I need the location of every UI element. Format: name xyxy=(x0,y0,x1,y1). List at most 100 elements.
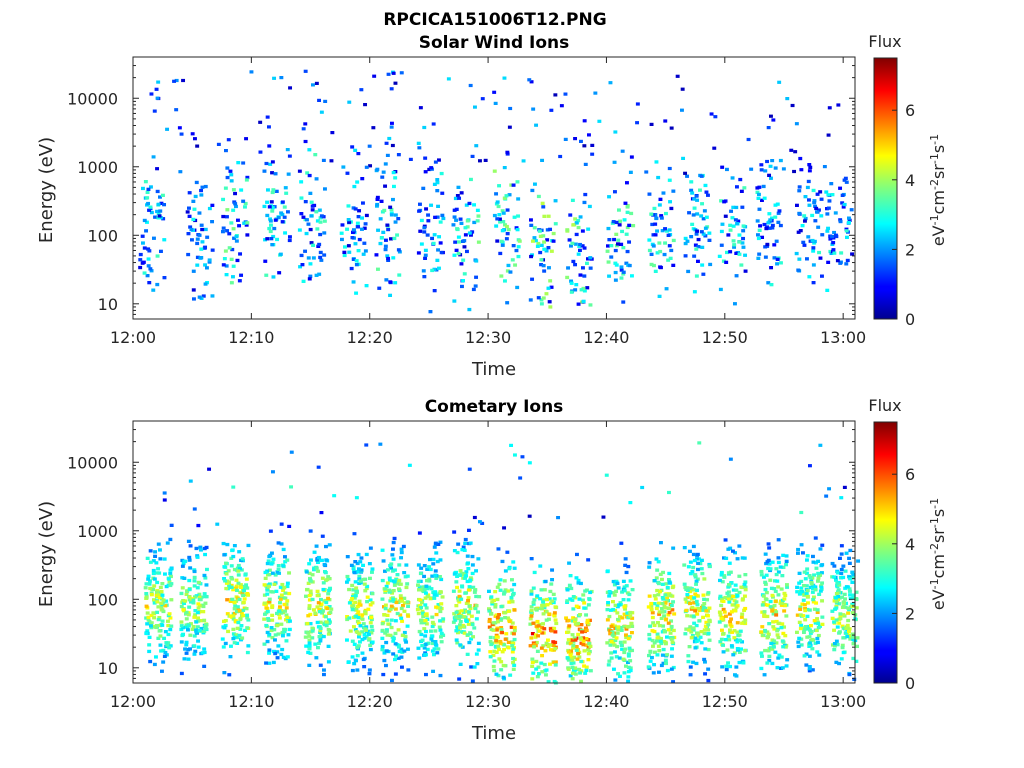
spectrogram-cell xyxy=(237,550,242,554)
spectrogram-cell xyxy=(493,644,498,648)
spectrogram-cell xyxy=(235,588,239,592)
spectrogram-cell xyxy=(308,589,313,593)
spectrogram-cell xyxy=(684,627,689,631)
spectrogram-cell xyxy=(746,137,751,142)
spectrogram-cell xyxy=(812,619,817,623)
spectrogram-cell xyxy=(802,570,807,574)
spectrogram-cell xyxy=(496,620,500,624)
spectrogram-cell xyxy=(707,562,712,567)
spectrogram-cell xyxy=(812,573,817,577)
spectrogram-cell xyxy=(199,256,204,260)
spectrogram-cell xyxy=(580,630,585,634)
spectrogram-cell xyxy=(223,623,228,628)
spectrogram-cell xyxy=(390,143,395,148)
spectrogram-cell xyxy=(267,648,272,652)
spectrogram-cell xyxy=(542,214,547,218)
spectrogram-cell xyxy=(279,652,284,657)
spectrogram-cell xyxy=(423,256,428,260)
spectrogram-cell xyxy=(621,657,626,661)
spectrogram-cell xyxy=(784,614,789,618)
spectrogram-cell xyxy=(583,671,588,675)
spectrogram-cell xyxy=(463,576,468,580)
spectrogram-cell xyxy=(189,622,193,626)
spectrogram-cell xyxy=(314,81,319,85)
spectrogram-cell xyxy=(825,288,830,292)
spectrogram-cell xyxy=(834,596,838,600)
spectrogram-cell xyxy=(836,588,841,592)
spectrogram-cell xyxy=(619,265,624,269)
spectrogram-cell xyxy=(314,566,319,570)
spectrogram-cell xyxy=(741,229,746,233)
spectrogram-cell xyxy=(757,185,762,189)
spectrogram-cell xyxy=(814,628,819,633)
spectrogram-cell xyxy=(195,625,200,629)
spectrogram-cell xyxy=(153,550,158,554)
spectrogram-cell xyxy=(584,668,589,672)
spectrogram-cell xyxy=(432,593,437,597)
spectrogram-cell xyxy=(507,600,512,604)
spectrogram-cell xyxy=(671,628,676,633)
spectrogram-cell xyxy=(694,661,699,666)
spectrogram-cell xyxy=(431,641,435,646)
spectrogram-cell xyxy=(432,267,437,271)
spectrogram-cell xyxy=(726,597,731,601)
spectrogram-cell xyxy=(369,615,374,620)
spectrogram-cell xyxy=(347,587,352,592)
spectrogram-cell xyxy=(233,619,238,623)
spectrogram-cell xyxy=(764,573,769,577)
spectrogram-cell xyxy=(470,154,475,158)
spectrogram-cell xyxy=(535,649,540,653)
spectrogram-cell xyxy=(471,635,476,639)
spectrogram-cell xyxy=(571,259,576,264)
spectrogram-cell xyxy=(499,274,504,278)
spectrogram-cell xyxy=(655,632,660,636)
spectrogram-cell xyxy=(805,185,810,190)
spectrogram-cell xyxy=(658,249,663,254)
spectrogram-cell xyxy=(652,641,657,645)
spectrogram-cell xyxy=(841,626,846,630)
spectrogram-cell xyxy=(154,655,158,659)
spectrogram-cell xyxy=(489,612,493,616)
spectrogram-cell xyxy=(797,620,802,624)
spectrogram-cell xyxy=(691,552,696,557)
spectrogram-cell xyxy=(521,159,526,163)
spectrogram-cell xyxy=(286,633,291,637)
spectrogram-cell xyxy=(232,236,237,240)
spectrogram-cell xyxy=(529,589,534,593)
spectrogram-cell xyxy=(278,597,283,601)
spectrogram-cell xyxy=(803,618,808,622)
spectrogram-cell xyxy=(439,635,443,639)
spectrogram-cell xyxy=(655,636,660,640)
spectrogram-cell xyxy=(624,570,629,575)
spectrogram-cell xyxy=(329,607,334,611)
spectrogram-cell xyxy=(281,547,286,552)
spectrogram-cell xyxy=(815,610,820,614)
spectrogram-cell xyxy=(357,567,361,571)
spectrogram-cell xyxy=(191,269,196,273)
spectrogram-cell xyxy=(539,302,544,306)
spectrogram-cell xyxy=(610,630,615,634)
spectrogram-cell xyxy=(355,668,360,672)
spectrogram-cell xyxy=(305,171,310,175)
spectrogram-cell xyxy=(357,632,362,636)
spectrogram-cell xyxy=(269,223,273,227)
spectrogram-cell xyxy=(728,223,733,227)
spectrogram-cell xyxy=(159,249,163,253)
spectrogram-cell xyxy=(297,228,302,232)
spectrogram-cell xyxy=(529,223,534,227)
spectrogram-cell xyxy=(353,242,358,246)
spectrogram-cell xyxy=(813,536,818,540)
spectrogram-cell xyxy=(690,605,695,610)
spectrogram-cell xyxy=(582,289,587,293)
spectrogram-cell xyxy=(457,594,462,599)
spectrogram-cell xyxy=(186,539,191,543)
spectrogram-cell xyxy=(570,658,575,662)
spectrogram-cell xyxy=(844,229,849,233)
spectrogram-cell xyxy=(799,586,804,590)
spectrogram-cell xyxy=(832,564,837,568)
spectrogram-cell xyxy=(142,271,147,275)
spectrogram-cell xyxy=(357,574,362,578)
spectrogram-cell xyxy=(656,593,661,597)
spectrogram-cell xyxy=(327,605,332,609)
